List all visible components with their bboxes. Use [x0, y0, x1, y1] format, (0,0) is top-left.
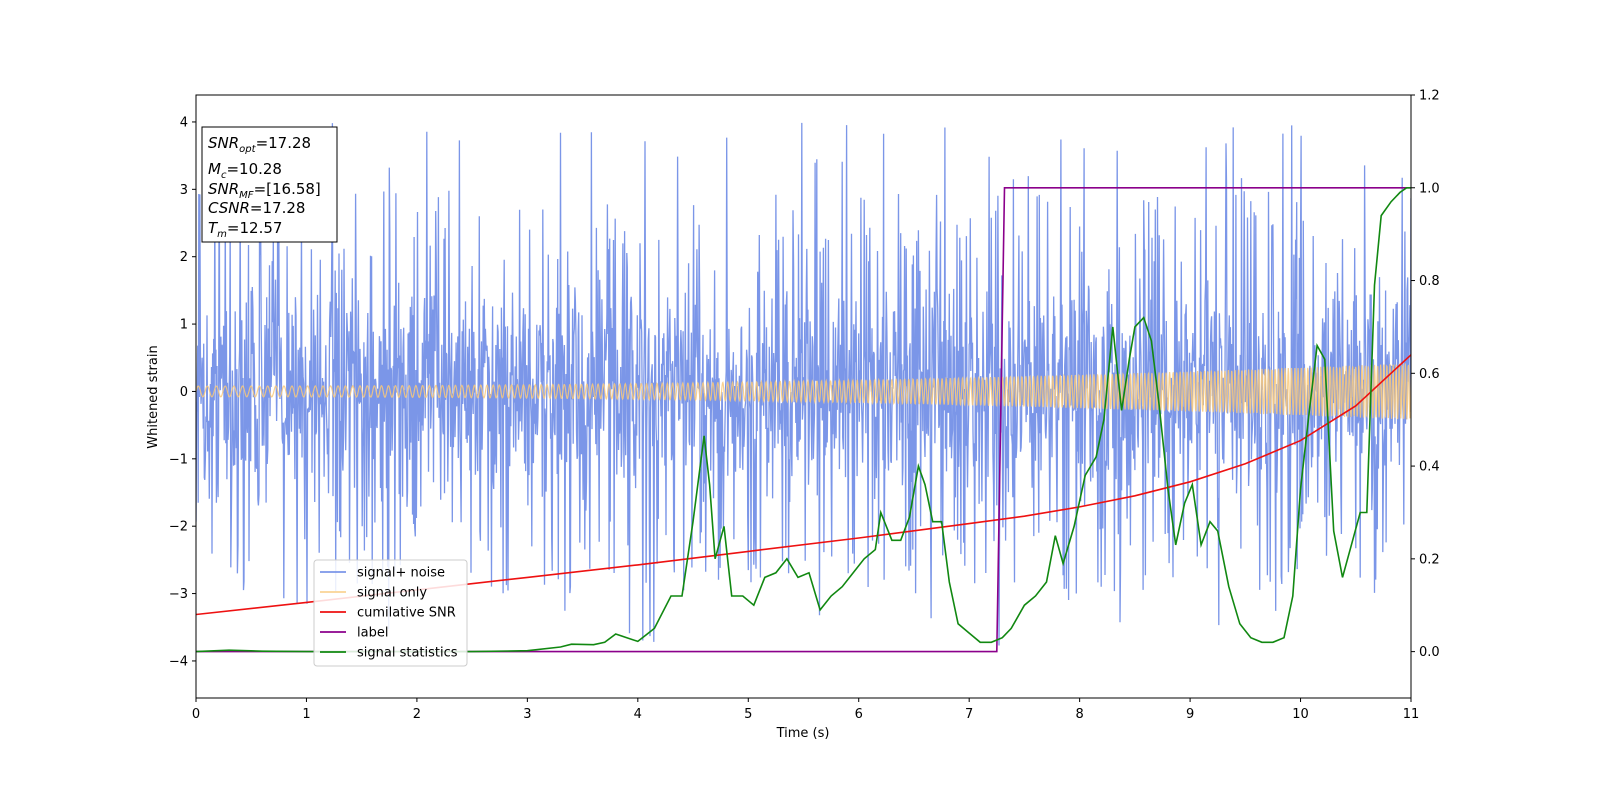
y-axis-left: 4 3 2 1 0 −1 −2 −3 −4	[169, 115, 196, 669]
annotation-box: SNRopt=17.28 Mc=10.28SNRMF=[16.58]CSNR=17…	[201, 126, 338, 243]
y-tick-label: 3	[180, 183, 188, 198]
y-right-tick-label: 0.2	[1419, 552, 1440, 567]
series-signal-only	[196, 363, 1411, 420]
x-tick-label: 8	[1075, 707, 1083, 722]
y-tick-label: −4	[169, 654, 188, 669]
legend-label: signal+ noise	[357, 566, 445, 581]
y-right-tick-label: 1.0	[1419, 181, 1440, 196]
x-tick-label: 7	[965, 707, 973, 722]
x-tick-label: 3	[523, 707, 531, 722]
y-tick-label: 1	[180, 318, 188, 333]
y-tick-label: −3	[169, 587, 188, 602]
series-signal-statistics	[196, 187, 1411, 653]
legend: signal+ noise signal only cumilative SNR la…	[313, 559, 468, 667]
annotation-line: SNRMF=[16.58]	[208, 180, 321, 201]
x-tick-label: 5	[744, 707, 752, 722]
x-axis-label: Time (s)	[776, 726, 830, 741]
y-right-tick-label: 0.8	[1419, 274, 1440, 289]
y-tick-label: −2	[169, 520, 188, 535]
annotation-line: Mc=10.28	[208, 160, 282, 181]
x-tick-label: 0	[192, 707, 200, 722]
y-axis-right: 1.2 1.0 0.8 0.6 0.4 0.2 0.0	[1411, 89, 1440, 660]
legend-label: signal only	[357, 586, 427, 601]
x-tick-label: 2	[413, 707, 421, 722]
plot-frame	[195, 94, 1412, 699]
x-tick-label: 9	[1186, 707, 1194, 722]
series-layer	[196, 122, 1411, 653]
legend-label: label	[357, 626, 388, 641]
y-right-tick-label: 0.0	[1419, 645, 1440, 660]
y-tick-label: −1	[169, 452, 188, 467]
y-right-tick-label: 1.2	[1419, 89, 1440, 104]
annotation-line: Tm=12.57	[208, 219, 282, 240]
legend-label: signal statistics	[357, 646, 458, 661]
x-tick-label: 1	[302, 707, 310, 722]
series-cumulative-snr	[196, 354, 1411, 616]
annotation-line: SNRopt=17.28	[208, 134, 311, 155]
series-label	[196, 187, 1411, 653]
y-tick-label: 0	[180, 385, 188, 400]
annotation-line: CSNR=17.28	[208, 199, 305, 217]
y-axis-label: Whitened strain	[146, 345, 161, 448]
x-tick-label: 6	[855, 707, 863, 722]
x-tick-label: 11	[1403, 707, 1420, 722]
y-tick-label: 2	[180, 250, 188, 265]
y-right-tick-label: 0.4	[1419, 460, 1440, 475]
x-axis: 0 1 2 3 4 5 6 7 8 9 10 11	[192, 698, 1419, 722]
x-tick-label: 10	[1292, 707, 1309, 722]
legend-label: cumilative SNR	[357, 606, 456, 621]
y-right-tick-label: 0.6	[1419, 367, 1440, 382]
y-tick-label: 4	[180, 115, 188, 130]
x-tick-label: 4	[634, 707, 642, 722]
